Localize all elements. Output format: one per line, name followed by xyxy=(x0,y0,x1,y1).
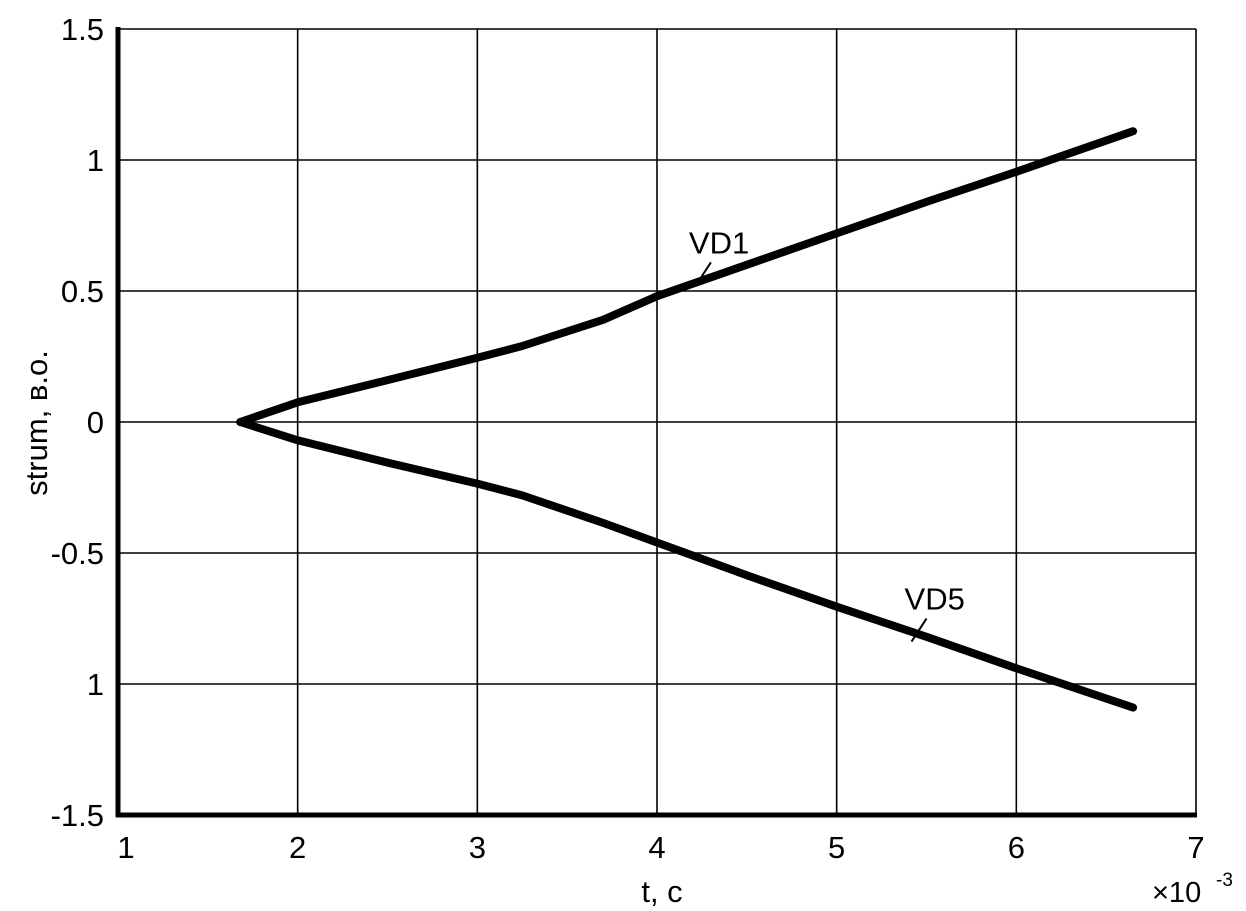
y-tick-label: 0.5 xyxy=(61,274,104,309)
series-layer xyxy=(236,127,1138,712)
y-tick-labels: -1.5 1 -0.5 0 0.5 1 1.5 xyxy=(51,12,104,833)
y-tick-label: 0 xyxy=(87,405,104,440)
series-label-leader xyxy=(695,261,712,286)
x-tick-label: 2 xyxy=(289,830,306,865)
y-tick-label: -1.5 xyxy=(51,798,104,833)
series-line-vd1 xyxy=(236,127,1138,426)
y-tick-label: 1 xyxy=(87,667,104,702)
x-multiplier-exponent: -3 xyxy=(1216,870,1233,891)
y-tick-label: 1.5 xyxy=(61,12,104,47)
series-labels: VD1 VD5 xyxy=(689,225,965,643)
y-tick-label: -0.5 xyxy=(51,536,104,571)
axes xyxy=(115,27,1197,818)
series-label-leader xyxy=(910,618,928,643)
x-tick-label: 6 xyxy=(1008,830,1025,865)
x-tick-label: 4 xyxy=(648,830,665,865)
series-label-vd5: VD5 xyxy=(905,582,965,617)
x-tick-label: 7 xyxy=(1187,830,1204,865)
y-axis-label: strum, в.о. xyxy=(19,350,54,496)
grid xyxy=(117,28,1197,816)
x-tick-labels: 1 2 3 4 5 6 7 xyxy=(117,830,1204,865)
series-label-vd1: VD1 xyxy=(689,225,749,260)
x-tick-label: 5 xyxy=(828,830,845,865)
y-tick-label: 1 xyxy=(87,143,104,178)
x-multiplier: ×10 -3 xyxy=(1152,870,1233,909)
series-line-vd5 xyxy=(236,418,1138,712)
x-tick-label: 3 xyxy=(469,830,486,865)
x-axis-label: t, c xyxy=(641,874,682,909)
x-tick-label: 1 xyxy=(117,830,134,865)
x-multiplier-base: ×10 xyxy=(1152,877,1201,909)
